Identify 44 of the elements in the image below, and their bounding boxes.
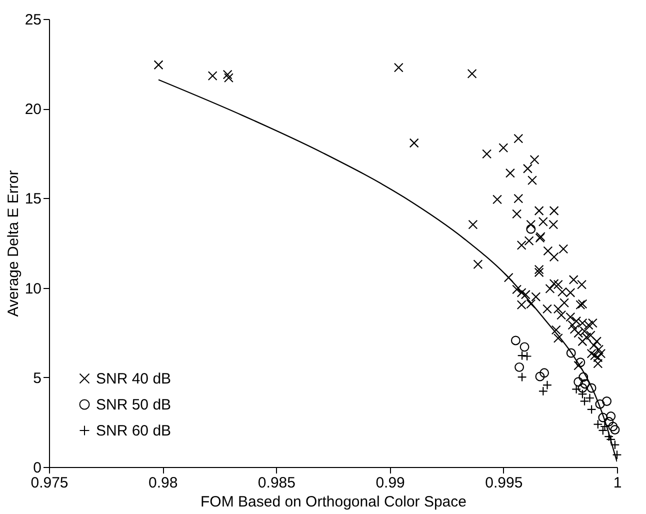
point [578, 383, 588, 393]
y-tick-label: 10 [24, 280, 42, 298]
x-tick-label: 0.995 [485, 474, 523, 492]
point [542, 380, 552, 390]
point [578, 372, 588, 382]
point [604, 416, 614, 426]
point [608, 422, 618, 432]
y-tick-label: 5 [33, 370, 42, 387]
point [540, 368, 550, 378]
point [598, 412, 608, 422]
y-tick-label: 20 [24, 101, 42, 118]
point [514, 362, 524, 372]
legend-label: SNR 40 dB [96, 370, 172, 388]
legend-label: SNR 50 dB [96, 396, 172, 414]
point [574, 377, 584, 387]
point [576, 358, 586, 368]
x-tick-label: 0.985 [258, 474, 296, 492]
point [538, 386, 548, 396]
point [522, 352, 532, 361]
point [526, 224, 536, 234]
point [586, 383, 596, 393]
point [586, 404, 596, 414]
point [606, 412, 616, 422]
legend-label: SNR 60 dB [96, 422, 172, 440]
y-tick-label: 0 [33, 460, 42, 476]
y-tick-label: 25 [24, 12, 42, 28]
point [595, 399, 605, 409]
point [510, 336, 520, 346]
point [602, 396, 612, 406]
point [517, 372, 527, 382]
point [535, 372, 545, 382]
point [580, 396, 590, 406]
x-tick-label: 0.98 [148, 474, 178, 492]
point [610, 425, 620, 434]
y-axis-title: Average Delta E Error [4, 170, 22, 317]
point [566, 348, 576, 358]
y-tick-label: 15 [24, 190, 42, 208]
point [580, 379, 590, 389]
point [520, 342, 530, 352]
x-tick-label: 0.99 [376, 474, 405, 492]
point [517, 350, 527, 360]
x-tick-label: 1 [613, 474, 622, 492]
x-axis-title: FOM Based on Orthogonal Color Space [200, 494, 466, 510]
x-tick-label: 0.975 [30, 474, 68, 492]
